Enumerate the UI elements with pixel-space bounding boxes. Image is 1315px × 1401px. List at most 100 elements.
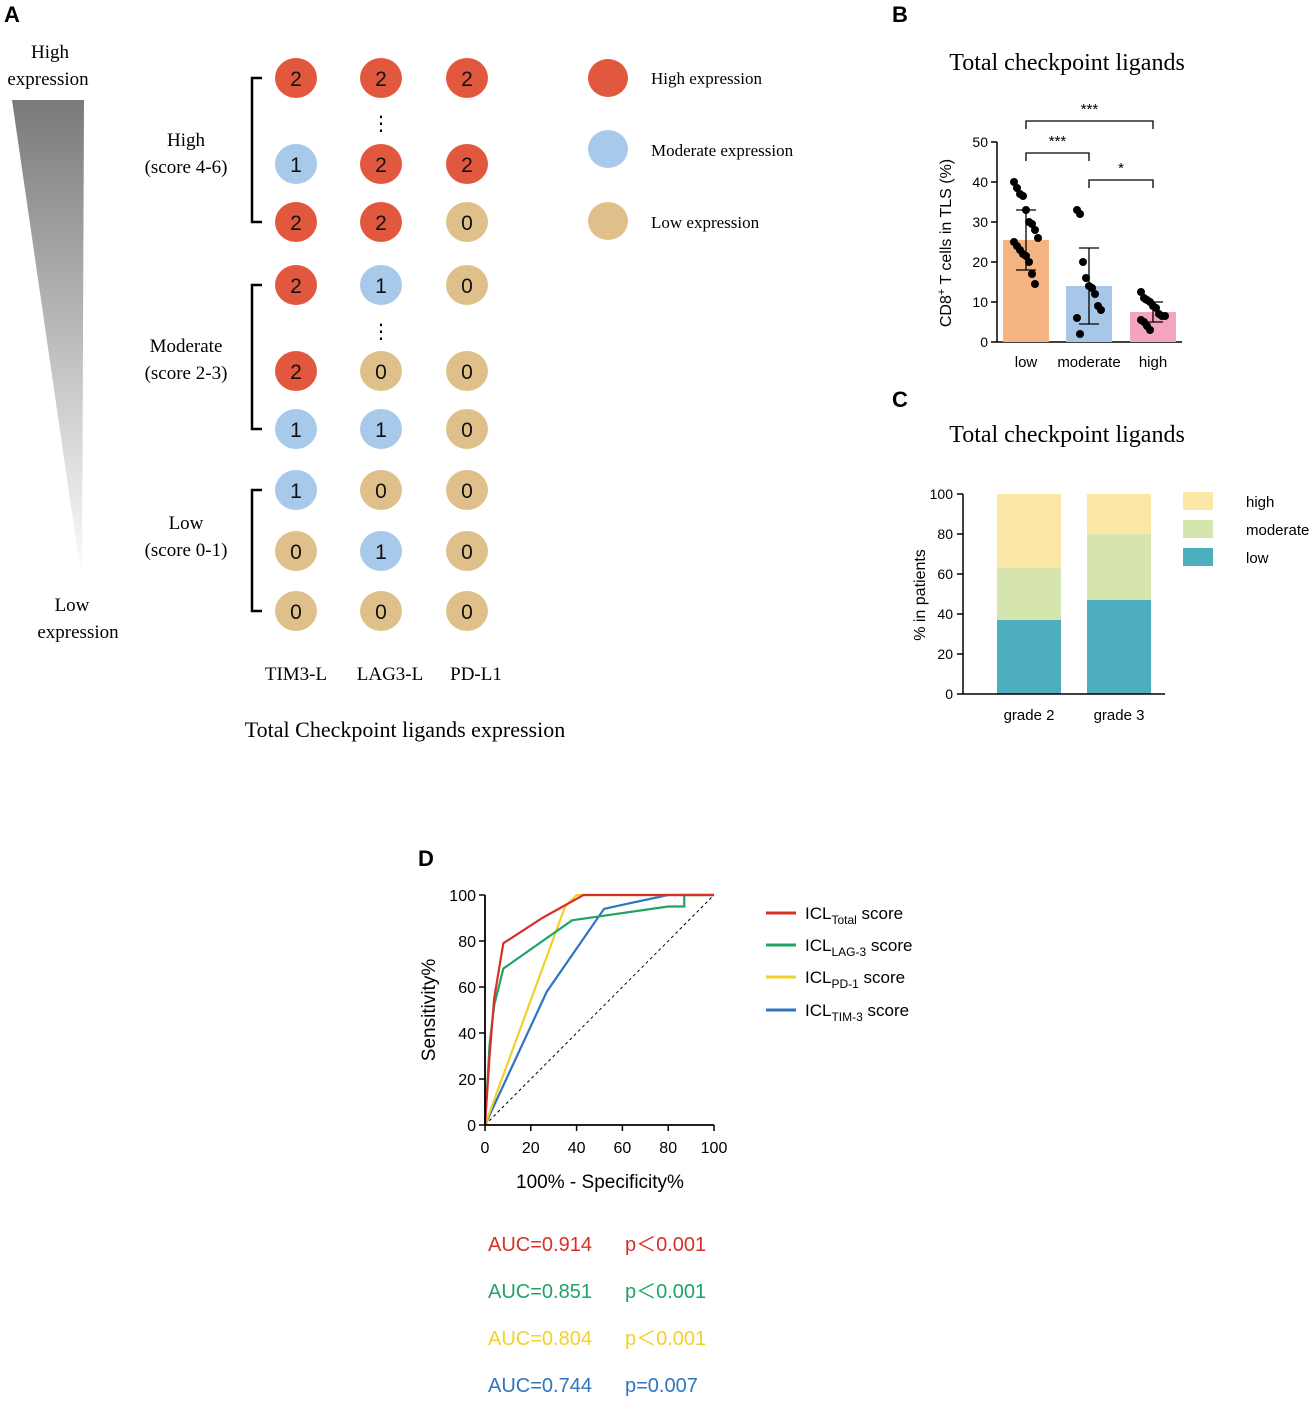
data-point bbox=[1073, 314, 1081, 322]
score-circle bbox=[275, 470, 317, 510]
legend-swatch-high bbox=[1183, 492, 1213, 510]
legend-low-label: Low expression bbox=[651, 213, 760, 232]
data-point bbox=[1152, 304, 1160, 312]
legend-high-swatch bbox=[588, 59, 628, 97]
x-tick-label: 100 bbox=[701, 1140, 728, 1157]
group-low-name: Low bbox=[169, 513, 204, 534]
y-tick-label: 100 bbox=[449, 888, 476, 905]
score-value: 2 bbox=[290, 361, 302, 384]
score-circle bbox=[446, 591, 488, 631]
data-point bbox=[1028, 220, 1036, 228]
legend-label-total: ICLTotal score bbox=[805, 904, 903, 927]
significance-label: *** bbox=[1049, 133, 1067, 150]
score-circle bbox=[275, 409, 317, 449]
significance-bracket bbox=[1025, 152, 1090, 161]
y-tick-label: 50 bbox=[972, 134, 988, 150]
panel-c-label: C bbox=[892, 387, 908, 412]
gradient-top-line1: High bbox=[31, 42, 70, 63]
y-tick-label: 20 bbox=[937, 646, 953, 662]
score-circle bbox=[446, 144, 488, 184]
panel-b: B Total checkpoint ligands CD8+ T cells … bbox=[892, 2, 1185, 371]
y-tick-label: 0 bbox=[945, 686, 953, 702]
x-tick-label: 20 bbox=[522, 1140, 540, 1157]
score-value: 2 bbox=[375, 154, 387, 177]
y-tick-label: 100 bbox=[930, 486, 954, 502]
p-value: p＜0.001 bbox=[625, 1234, 706, 1256]
score-circle bbox=[360, 470, 402, 510]
ellipsis-moderate: ⋮ bbox=[371, 321, 391, 343]
panel-a: A High expression Low expression High (s… bbox=[4, 2, 794, 742]
group-high-range: (score 4-6) bbox=[145, 157, 228, 178]
data-point bbox=[1028, 270, 1036, 278]
y-tick-label: 20 bbox=[972, 254, 988, 270]
data-point bbox=[1034, 234, 1042, 242]
p-value: p＜0.001 bbox=[625, 1328, 706, 1350]
reference-diagonal bbox=[484, 894, 715, 1126]
score-circle bbox=[360, 58, 402, 98]
score-circle bbox=[360, 591, 402, 631]
panel-c: C Total checkpoint ligands % in patients… bbox=[892, 387, 1309, 724]
gradient-bottom-line2: expression bbox=[37, 622, 119, 643]
panel-a-label: A bbox=[4, 2, 20, 27]
score-value: 1 bbox=[375, 275, 387, 298]
data-point bbox=[1022, 206, 1030, 214]
y-tick-label: 40 bbox=[937, 606, 953, 622]
score-value: 0 bbox=[290, 601, 302, 624]
legend-label-moderate: moderate bbox=[1246, 522, 1309, 539]
bracket-high bbox=[250, 76, 262, 224]
panel-d-ylabel: Sensitivity% bbox=[419, 959, 440, 1062]
score-value: 2 bbox=[375, 68, 387, 91]
score-value: 2 bbox=[375, 212, 387, 235]
x-tick-label: 80 bbox=[659, 1140, 677, 1157]
gradient-top-line2: expression bbox=[7, 69, 89, 90]
x-tick-label: 60 bbox=[614, 1140, 632, 1157]
y-tick-label: 80 bbox=[458, 934, 476, 951]
y-tick-label: 0 bbox=[467, 1118, 476, 1135]
score-value: 0 bbox=[461, 361, 473, 384]
score-value: 0 bbox=[461, 601, 473, 624]
stack-segment-low bbox=[997, 620, 1061, 694]
ellipsis-high: ⋮ bbox=[371, 113, 391, 135]
bracket-low bbox=[250, 488, 262, 613]
column-label-tim3l: TIM3-L bbox=[265, 664, 327, 685]
auc-value: AUC=0.804 bbox=[488, 1328, 592, 1350]
x-tick-label: grade 3 bbox=[1094, 707, 1145, 724]
score-circle bbox=[446, 470, 488, 510]
score-circle bbox=[360, 144, 402, 184]
score-circle bbox=[446, 351, 488, 391]
legend-high-label: High expression bbox=[651, 69, 762, 88]
data-point bbox=[1031, 280, 1039, 288]
panel-d: D Sensitivity% 100% - Specificity% 0 20 40… bbox=[418, 846, 912, 1397]
stack-segment-high bbox=[997, 494, 1061, 568]
score-circle bbox=[446, 58, 488, 98]
y-tick-label: 0 bbox=[980, 334, 988, 350]
expression-gradient-wedge bbox=[12, 100, 84, 582]
data-point bbox=[1082, 274, 1090, 282]
panel-d-xlabel: 100% - Specificity% bbox=[516, 1172, 684, 1193]
data-point bbox=[1097, 306, 1105, 314]
auc-value: AUC=0.914 bbox=[488, 1234, 592, 1256]
y-tick-label: 40 bbox=[972, 174, 988, 190]
legend-label-low: low bbox=[1246, 550, 1269, 567]
data-point bbox=[1088, 284, 1096, 292]
gradient-bottom-line1: Low bbox=[55, 595, 90, 616]
stack-segment-moderate bbox=[997, 568, 1061, 620]
score-grid: 2 2 2 1 2 2 2 2 0 2 1 0 2 0 0 1 1 0 1 0 0 0 1 0 0 0 0 bbox=[275, 58, 488, 631]
score-value: 2 bbox=[290, 212, 302, 235]
score-value: 1 bbox=[375, 419, 387, 442]
score-value: 1 bbox=[290, 154, 302, 177]
legend-label-high: high bbox=[1246, 494, 1274, 511]
score-circle bbox=[360, 202, 402, 242]
significance-label: * bbox=[1118, 160, 1124, 177]
legend-swatch-low bbox=[1183, 548, 1213, 566]
score-value: 2 bbox=[461, 154, 473, 177]
legend-label-lag-3: ICLLAG-3 score bbox=[805, 936, 912, 959]
panel-d-chart: 0 20 40 60 80 100 0 20 40 60 80 100 ICLTotal score IC… bbox=[449, 888, 912, 1397]
score-value: 0 bbox=[290, 541, 302, 564]
y-tick-label: 60 bbox=[458, 980, 476, 997]
data-point bbox=[1076, 330, 1084, 338]
x-tick-label: 0 bbox=[481, 1140, 490, 1157]
data-point bbox=[1091, 290, 1099, 298]
legend-label-tim-3: ICLTIM-3 score bbox=[805, 1001, 909, 1024]
